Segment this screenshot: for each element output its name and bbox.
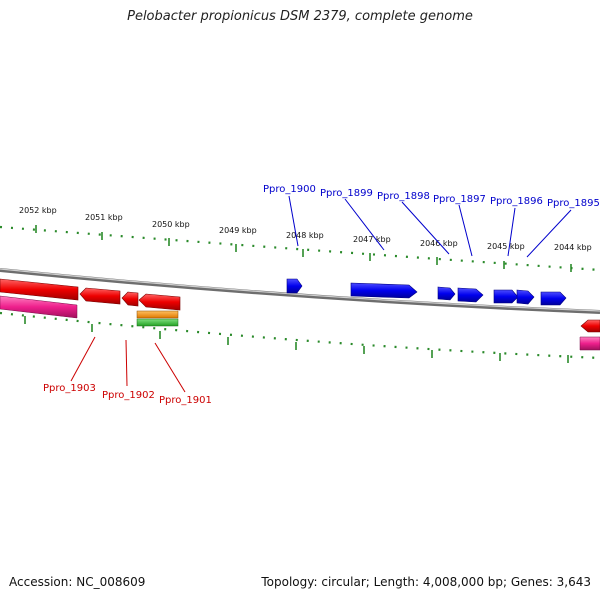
label-ppro-1899[interactable]: Ppro_1899	[320, 188, 373, 199]
tick-label-2052: 2052 kbp	[19, 206, 57, 215]
accession-text: Accession: NC_008609	[9, 575, 146, 589]
leader-ppro-1900	[288, 195, 299, 247]
tick-label-2044: 2044 kbp	[554, 243, 592, 252]
genome-backbone-highlight	[0, 268, 600, 312]
lower-tick-ruler	[0, 311, 600, 363]
leader-ppro-1898	[401, 201, 450, 255]
upper-ruler-dots	[0, 225, 600, 272]
gene-ppro-1899[interactable]	[350, 282, 418, 299]
leader-ppro-1896	[507, 207, 516, 257]
label-ppro-1901[interactable]: Ppro_1901	[159, 395, 212, 406]
gene-ppro-1898[interactable]	[437, 286, 456, 301]
upper-major-ticks	[35, 225, 572, 272]
map-title: Pelobacter propionicus DSM 2379, complet…	[127, 9, 473, 24]
rna-left[interactable]	[0, 295, 78, 319]
gene-ppro-1901-small[interactable]	[121, 291, 139, 307]
rna-right-edge[interactable]	[579, 336, 600, 351]
gene-ppro-1895[interactable]	[540, 291, 567, 306]
tick-label-2045: 2045 kbp	[487, 242, 525, 251]
label-ppro-1902[interactable]: Ppro_1902	[102, 390, 155, 401]
tick-label-2047: 2047 kbp	[353, 235, 391, 244]
tick-label-2049: 2049 kbp	[219, 226, 257, 235]
reverse-label-leaders	[70, 336, 186, 393]
forward-label-leaders	[288, 195, 572, 258]
label-ppro-1898[interactable]: Ppro_1898	[377, 191, 430, 202]
lower-major-ticks	[24, 316, 569, 363]
label-ppro-1903[interactable]: Ppro_1903	[43, 383, 96, 394]
gene-ppro-1896b[interactable]	[516, 289, 535, 305]
leader-ppro-1901	[154, 342, 186, 393]
feature-orange[interactable]	[136, 310, 179, 319]
feature-green[interactable]	[136, 318, 179, 327]
leader-ppro-1897	[458, 204, 473, 257]
tick-label-2050: 2050 kbp	[152, 220, 190, 229]
gene-ppro-1896a[interactable]	[493, 289, 519, 304]
genome-summary-text: Topology: circular; Length: 4,008,000 bp…	[261, 575, 591, 589]
label-ppro-1897[interactable]: Ppro_1897	[433, 194, 486, 205]
reverse-genes	[0, 278, 600, 333]
genome-backbone	[0, 268, 600, 314]
gene-ppro-1900[interactable]	[286, 278, 303, 294]
lower-ruler-dots	[0, 311, 600, 360]
tick-label-2048: 2048 kbp	[286, 231, 324, 240]
gene-right-edge[interactable]	[580, 319, 600, 333]
leader-ppro-1895	[526, 209, 572, 258]
rna-features	[0, 295, 600, 351]
label-ppro-1895[interactable]: Ppro_1895	[547, 198, 600, 209]
leader-ppro-1899	[344, 198, 385, 251]
gene-ppro-1903[interactable]	[0, 278, 79, 301]
forward-genes	[286, 278, 567, 306]
leader-ppro-1903	[70, 336, 96, 382]
gene-ppro-1897[interactable]	[457, 287, 484, 303]
label-ppro-1896[interactable]: Ppro_1896	[490, 196, 543, 207]
gene-ppro-1902[interactable]	[79, 287, 121, 305]
gene-ppro-1901[interactable]	[138, 293, 181, 311]
tick-label-2051: 2051 kbp	[85, 213, 123, 222]
label-ppro-1900[interactable]: Ppro_1900	[263, 184, 316, 195]
leader-ppro-1902	[125, 339, 128, 387]
